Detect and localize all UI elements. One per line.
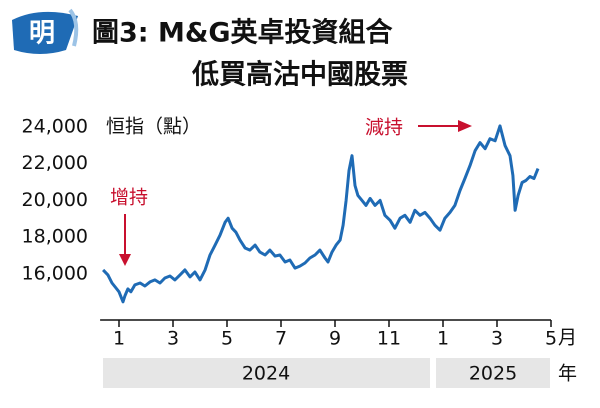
y-tick-label: 18,000 [22,226,88,248]
year-band [103,358,430,388]
x-tick-label: 1 [437,328,449,350]
index-line [102,124,540,304]
chart-title: 低買高沽中國股票 [191,59,408,91]
x-tick-label: 9 [329,328,341,350]
annotation-arrow [458,120,472,132]
y-tick-label: 16,000 [22,262,88,284]
x-tick-label: 5 [221,328,233,350]
x-tick-label: 1 [113,328,125,350]
chart-title: 圖3: M&G英卓投資組合 [92,17,393,49]
year-label: 2024 [242,363,290,385]
x-tick-label: 7 [275,328,287,350]
y-tick-label: 20,000 [22,189,88,211]
x-tick-label: 3 [491,328,503,350]
logo-badge [12,11,78,54]
annotation: 增持 [110,187,148,209]
group-unit: 年 [558,363,577,385]
y-tick-label: 24,000 [22,115,88,137]
x-tick-label: 5 [545,328,557,350]
annotation: 減持 [365,117,403,139]
year-band [436,358,550,388]
x-tick-label: 11 [377,328,401,350]
x-unit: 月 [558,327,577,349]
x-tick-label: 3 [167,328,179,350]
y-axis-label: 恒指（點） [106,116,201,138]
year-label: 2025 [469,363,517,385]
annotation-arrow [119,254,131,266]
y-tick-label: 22,000 [22,152,88,174]
logo-swoosh [68,8,79,47]
logo-text: 明 [29,19,55,49]
